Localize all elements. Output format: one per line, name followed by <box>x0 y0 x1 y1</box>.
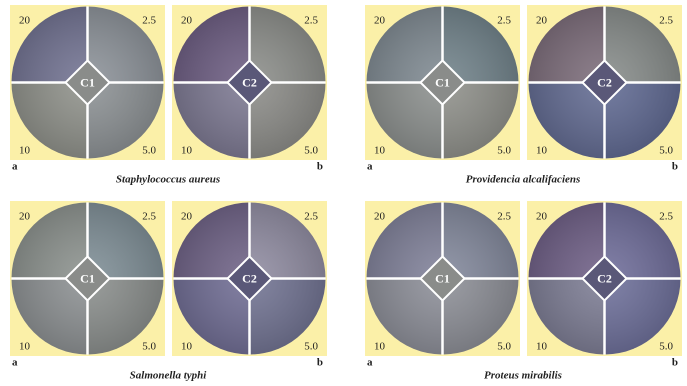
quadrant-label: 20 <box>181 211 193 223</box>
quadrant-label: 10 <box>536 145 548 157</box>
dish: C2 20 2.5 10 5.0 b <box>172 201 327 369</box>
quadrant-label: 5.0 <box>142 341 156 353</box>
dish-label: b <box>672 357 678 369</box>
quadrant-label: 5.0 <box>659 145 673 157</box>
caption: Salmonella typhi <box>130 370 208 382</box>
dish-label: b <box>317 357 323 369</box>
center-label: C1 <box>435 75 450 89</box>
center-diamond <box>419 255 466 302</box>
quadrant-label: 10 <box>536 341 548 353</box>
quadrant-label: 2.5 <box>142 211 156 223</box>
quadrant-label: 20 <box>536 211 548 223</box>
quadrant-label: 5.0 <box>497 145 511 157</box>
center-label: C2 <box>597 271 612 285</box>
quadrant-label: 2.5 <box>304 15 318 27</box>
center-label: C1 <box>435 271 450 285</box>
center-diamond <box>581 59 628 106</box>
quadrant-label: 5.0 <box>304 145 318 157</box>
quadrant-label: 10 <box>19 145 31 157</box>
dish: C2 20 2.5 10 5.0 b <box>172 5 327 173</box>
quadrant-label: 10 <box>19 341 31 353</box>
center-diamond <box>64 59 111 106</box>
dish-label: a <box>12 357 18 369</box>
center-diamond <box>226 59 273 106</box>
quadrant-label: 5.0 <box>497 341 511 353</box>
quadrant-label: 20 <box>19 211 31 223</box>
dish: C1 20 2.5 10 5.0 a <box>10 5 165 173</box>
quadrant-label: 20 <box>374 211 386 223</box>
dish-label: b <box>317 161 323 173</box>
center-diamond <box>226 255 273 302</box>
center-label: C1 <box>80 271 95 285</box>
center-diamond <box>64 255 111 302</box>
quadrant-label: 2.5 <box>497 211 511 223</box>
caption: Providencia alcalifaciens <box>466 174 581 186</box>
center-label: C2 <box>242 75 257 89</box>
center-diamond <box>581 255 628 302</box>
quadrant-label: 10 <box>374 145 386 157</box>
quadrant-label: 20 <box>181 15 193 27</box>
caption: Staphylococcus aureus <box>116 174 220 186</box>
dish-label: b <box>672 161 678 173</box>
quadrant-label: 10 <box>181 341 193 353</box>
center-diamond <box>419 59 466 106</box>
quadrant-label: 5.0 <box>304 341 318 353</box>
quadrant-label: 2.5 <box>304 211 318 223</box>
dish: C1 20 2.5 10 5.0 a <box>10 201 165 369</box>
quadrant-label: 20 <box>374 15 386 27</box>
quadrant-label: 2.5 <box>659 211 673 223</box>
quadrant-label: 10 <box>374 341 386 353</box>
dish: C2 20 2.5 10 5.0 b <box>527 201 682 369</box>
center-label: C2 <box>242 271 257 285</box>
quadrant-label: 10 <box>181 145 193 157</box>
dish: C1 20 2.5 10 5.0 a <box>365 5 520 173</box>
quadrant-label: 20 <box>536 15 548 27</box>
quadrant-label: 2.5 <box>497 15 511 27</box>
caption: Proteus mirabilis <box>484 370 562 382</box>
center-label: C1 <box>80 75 95 89</box>
dish-label: a <box>367 161 373 173</box>
dish: C1 20 2.5 10 5.0 a <box>365 201 520 369</box>
dish-label: a <box>12 161 18 173</box>
quadrant-label: 5.0 <box>659 341 673 353</box>
dish: C2 20 2.5 10 5.0 b <box>527 5 682 173</box>
quadrant-label: 2.5 <box>659 15 673 27</box>
quadrant-label: 2.5 <box>142 15 156 27</box>
quadrant-label: 20 <box>19 15 31 27</box>
dish-label: a <box>367 357 373 369</box>
quadrant-label: 5.0 <box>142 145 156 157</box>
center-label: C2 <box>597 75 612 89</box>
